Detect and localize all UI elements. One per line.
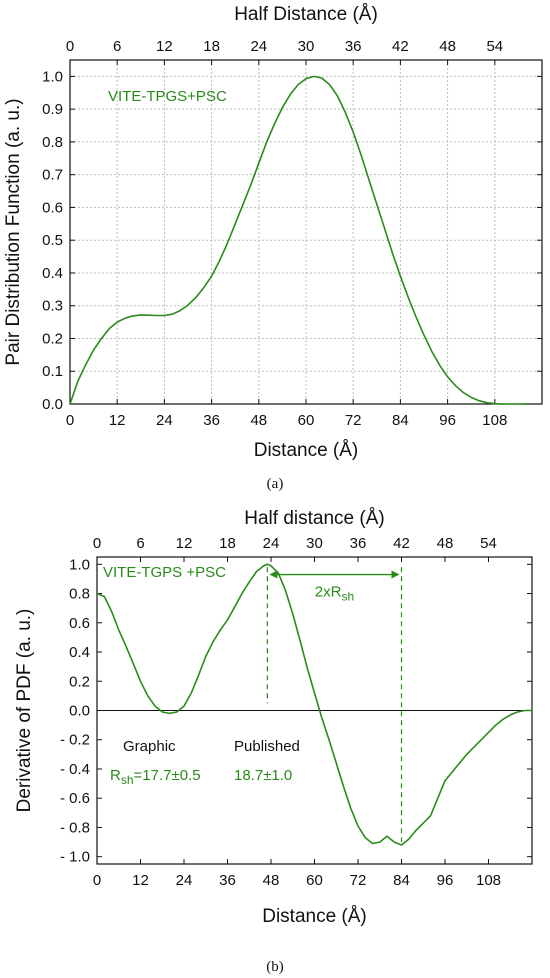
- graphic-label: Graphic: [123, 738, 176, 755]
- x2-tick-label: 0: [93, 535, 101, 552]
- x2-tick-label: 24: [250, 38, 267, 55]
- span-label-main: 2xR: [315, 583, 342, 600]
- graphic-value-subscript: sh: [121, 773, 134, 787]
- y-tick-label: 0.2: [69, 673, 90, 690]
- x-tick-label: 96: [437, 872, 454, 889]
- panel-caption: (a): [267, 476, 284, 492]
- y-tick-label: 0.9: [42, 101, 63, 118]
- x-tick-label: 12: [132, 872, 149, 889]
- graphic-value: Rsh=17.7±0.5: [110, 767, 201, 787]
- x2-tick-label: 0: [66, 38, 74, 55]
- x2-tick-label: 24: [263, 535, 280, 552]
- x-tick-label: 72: [350, 872, 367, 889]
- y-tick-label: 0.2: [42, 330, 63, 347]
- y-tick-label: - 0.4: [60, 761, 90, 778]
- x-axis-title: Distance (Å): [254, 440, 359, 461]
- x2-axis-title: Half distance (Å): [244, 508, 384, 529]
- published-value: 18.7±1.0: [234, 767, 292, 784]
- graphic-value-prefix: R: [110, 767, 121, 784]
- x2-tick-label: 12: [176, 535, 193, 552]
- x2-tick-label: 48: [437, 535, 454, 552]
- x-tick-label: 84: [392, 412, 409, 429]
- x-axis-title: Distance (Å): [262, 906, 367, 927]
- x2-tick-label: 6: [113, 38, 121, 55]
- x-tick-label: 36: [203, 412, 220, 429]
- x2-tick-label: 54: [480, 535, 497, 552]
- y-tick-label: 1.0: [69, 556, 90, 573]
- x-tick-label: 48: [250, 412, 267, 429]
- x2-tick-label: 54: [486, 38, 503, 55]
- panel-caption: (b): [266, 959, 284, 975]
- published-label: Published: [234, 738, 300, 755]
- x2-tick-label: 12: [156, 38, 173, 55]
- series-line: [69, 75, 527, 405]
- chart-panel-a: 0 12 24 36 48 60 72 84 96 108 0 6 12 18 24 30 36 42 48 54 0.…: [3, 4, 543, 492]
- series-line: [96, 563, 532, 846]
- y-tick-label: 0.3: [42, 298, 63, 315]
- x-tick-label: 72: [345, 412, 362, 429]
- x2-tick-label: 18: [203, 38, 220, 55]
- x-tick-label: 60: [306, 872, 323, 889]
- y-tick-label: 0.1: [42, 363, 63, 380]
- x-tick-label: 84: [393, 872, 410, 889]
- y-tick-label: 0.8: [42, 134, 63, 151]
- x2-tick-label: 36: [345, 38, 362, 55]
- x-tick-label: 0: [93, 872, 101, 889]
- legend-label: VITE-TPGS+PSC: [108, 88, 227, 105]
- x-tick-label: 108: [476, 872, 501, 889]
- x-tick-label: 24: [156, 412, 173, 429]
- x-tick-label: 24: [176, 872, 193, 889]
- y-tick-label: - 0.6: [60, 790, 90, 807]
- y-tick-label: 0.6: [42, 199, 63, 216]
- x-tick-label: 60: [298, 412, 315, 429]
- chart-panel-b: 0 12 24 36 48 60 72 84 96 108 0 6 12 18 24 30 36 42 48 54 1.…: [14, 508, 533, 975]
- x2-tick-label: 18: [219, 535, 236, 552]
- span-label-subscript: sh: [341, 589, 354, 603]
- graphic-value-number: =17.7±0.5: [134, 767, 201, 784]
- x2-tick-label: 30: [306, 535, 323, 552]
- y-tick-label: 0.4: [69, 644, 90, 661]
- x2-axis-title: Half Distance (Å): [234, 4, 378, 25]
- x-tick-label: 36: [219, 872, 236, 889]
- y-tick-label: 0.5: [42, 232, 63, 249]
- x2-tick-label: 48: [439, 38, 456, 55]
- y-tick-label: 0.4: [42, 265, 63, 282]
- y-tick-label: - 1.0: [60, 849, 90, 866]
- span-arrow-head-right: [391, 570, 400, 579]
- y-tick-label: 0.0: [42, 396, 63, 413]
- y-tick-label: 1.0: [42, 68, 63, 85]
- x2-tick-label: 30: [298, 38, 315, 55]
- y-axis-title: Derivative of PDF (a. u.): [14, 609, 35, 813]
- x2-tick-label: 42: [393, 535, 410, 552]
- y-tick-label: - 0.8: [60, 819, 90, 836]
- y-tick-label: 0.7: [42, 167, 63, 184]
- span-label: 2xRsh: [315, 583, 354, 603]
- y-tick-label: 0.8: [69, 586, 90, 603]
- y-tick-label: - 0.2: [60, 732, 90, 749]
- y-axis-title: Pair Distribution Function (a. u.): [3, 98, 24, 365]
- x-tick-label: 96: [439, 412, 456, 429]
- y-tick-label: 0.6: [69, 615, 90, 632]
- x-tick-label: 12: [109, 412, 126, 429]
- x-tick-label: 48: [263, 872, 280, 889]
- legend-label: VITE-TGPS +PSC: [103, 564, 226, 581]
- x-tick-label: 0: [66, 412, 74, 429]
- y-tick-label: 0.0: [69, 703, 90, 720]
- x-tick-label: 108: [482, 412, 507, 429]
- x2-tick-label: 42: [392, 38, 409, 55]
- span-arrow-head-left: [269, 570, 278, 579]
- x2-tick-label: 6: [136, 535, 144, 552]
- x2-tick-label: 36: [350, 535, 367, 552]
